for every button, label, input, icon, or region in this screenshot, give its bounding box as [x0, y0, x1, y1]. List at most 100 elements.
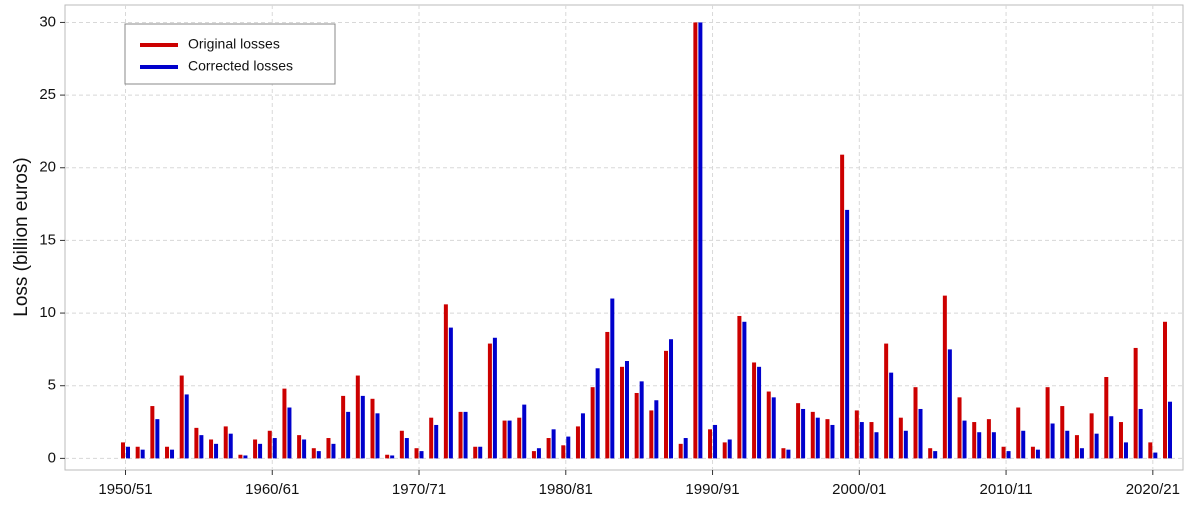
- bar: [414, 448, 419, 459]
- bar: [287, 407, 292, 459]
- bar: [1138, 408, 1143, 459]
- bar: [595, 368, 600, 459]
- bar: [903, 430, 908, 459]
- bar: [1074, 435, 1079, 459]
- y-tick-label: 10: [39, 304, 56, 321]
- bar: [810, 411, 815, 459]
- bar: [385, 454, 390, 459]
- bar: [140, 449, 145, 459]
- bar: [1094, 433, 1099, 459]
- bar: [179, 375, 184, 459]
- bar: [214, 443, 219, 459]
- bar: [977, 432, 982, 459]
- bar: [727, 439, 732, 459]
- bar: [522, 404, 527, 459]
- bar: [272, 438, 277, 459]
- x-tick-label: 2020/21: [1126, 481, 1180, 498]
- y-tick-label: 30: [39, 13, 56, 30]
- bar: [957, 397, 962, 459]
- bar: [1030, 446, 1035, 459]
- y-tick-label: 25: [39, 86, 56, 103]
- bar: [669, 339, 674, 459]
- bar: [199, 435, 204, 459]
- bar: [267, 430, 272, 459]
- bar: [404, 438, 409, 459]
- bar: [170, 449, 175, 459]
- bar: [561, 445, 566, 459]
- bar: [869, 422, 874, 459]
- bar: [1021, 430, 1026, 459]
- bar: [986, 419, 991, 459]
- bar: [1060, 406, 1065, 459]
- bar: [1168, 401, 1172, 459]
- bar: [815, 417, 820, 459]
- legend-box: [124, 23, 336, 85]
- y-tick-label: 20: [39, 159, 56, 176]
- bar: [434, 424, 439, 459]
- bar: [624, 361, 629, 459]
- bar: [825, 419, 830, 459]
- bar: [228, 433, 233, 459]
- bar: [928, 448, 933, 459]
- x-tick-label: 1970/71: [392, 481, 446, 498]
- bar: [874, 432, 879, 459]
- bar: [639, 381, 644, 459]
- bar: [708, 429, 713, 459]
- bar: [1123, 442, 1128, 459]
- bar: [752, 362, 757, 459]
- bar: [478, 446, 483, 459]
- bar: [184, 394, 189, 459]
- bar: [302, 439, 307, 459]
- bar: [458, 411, 463, 459]
- bar: [854, 410, 859, 459]
- bar: [972, 422, 977, 459]
- bar: [223, 426, 228, 459]
- bar: [375, 413, 380, 459]
- x-tick-label: 1990/91: [685, 481, 739, 498]
- bar: [517, 417, 522, 459]
- bar: [859, 422, 864, 459]
- plot-frame: [64, 4, 1184, 471]
- bar: [429, 417, 434, 459]
- bar: [1163, 321, 1167, 459]
- bar: [918, 408, 923, 459]
- bar: [766, 391, 771, 459]
- bar: [253, 439, 258, 459]
- x-tick-label: 1980/81: [539, 481, 593, 498]
- bar: [942, 295, 947, 459]
- bar: [331, 443, 336, 459]
- bar: [536, 448, 541, 459]
- bar: [590, 387, 595, 459]
- bar: [238, 454, 243, 459]
- bar: [722, 442, 727, 459]
- bar: [610, 298, 615, 459]
- bar: [566, 436, 571, 459]
- bar: [605, 331, 610, 459]
- bar: [492, 337, 497, 459]
- bar: [316, 451, 321, 459]
- bar: [531, 451, 536, 459]
- bar: [1079, 448, 1084, 459]
- bar: [830, 424, 835, 459]
- bar: [1050, 423, 1055, 459]
- bar: [757, 366, 762, 459]
- bar: [654, 400, 659, 459]
- bar: [698, 22, 703, 459]
- bar: [194, 427, 199, 459]
- bar: [243, 455, 248, 459]
- bar: [947, 349, 952, 459]
- bar: [448, 327, 453, 459]
- bar: [801, 408, 806, 459]
- bar: [346, 411, 351, 459]
- bar: [258, 443, 263, 459]
- bar: [796, 403, 801, 459]
- legend: Original losses Corrected losses: [124, 23, 336, 85]
- bar: [933, 451, 938, 459]
- bar: [1089, 413, 1094, 459]
- bar: [282, 388, 287, 459]
- x-tick-label: 2000/01: [832, 481, 886, 498]
- bar: [546, 438, 551, 459]
- bar: [121, 442, 125, 459]
- bar: [742, 321, 747, 459]
- bar: [390, 455, 395, 459]
